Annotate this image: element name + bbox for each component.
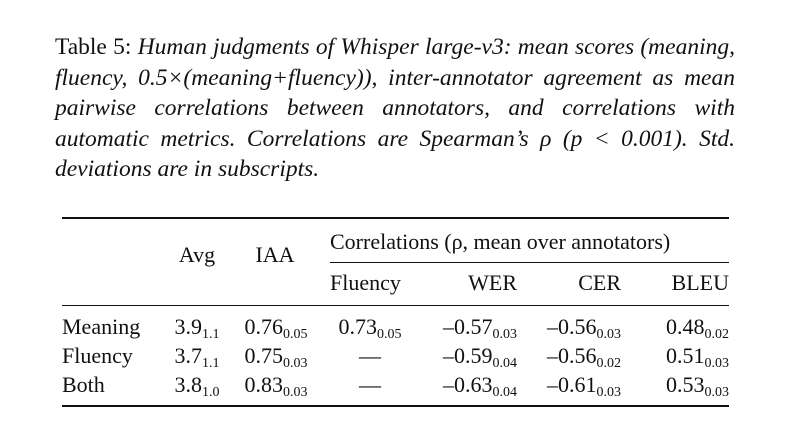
cell-value: –0.63	[443, 372, 493, 397]
row-label: Fluency	[62, 343, 133, 368]
cell-std-dev: 1.1	[202, 356, 220, 371]
cell-value: 0.75	[244, 343, 284, 368]
cell-std-dev: 0.03	[596, 327, 622, 342]
top-rule	[62, 217, 729, 219]
cell-iaa: 0.830.03	[236, 372, 316, 400]
cell-bleu: 0.510.03	[642, 343, 730, 371]
cell-value: —	[359, 372, 381, 397]
cell-cer: –0.610.03	[522, 372, 622, 400]
row-label: Both	[62, 372, 105, 397]
header-iaa: IAA	[255, 242, 295, 267]
table-caption: Table 5: Human judgments of Whisper larg…	[55, 32, 735, 185]
cell-std-dev: 0.05	[377, 327, 402, 342]
cell-value: 0.83	[244, 372, 284, 397]
cell-value: –0.57	[443, 314, 493, 339]
cell-wer: –0.590.04	[414, 343, 518, 371]
header-fluency: Fluency	[330, 270, 401, 295]
cell-iaa: 0.760.05	[236, 314, 316, 342]
header-avg: Avg	[178, 242, 216, 267]
header-bleu: BLEU	[671, 270, 729, 295]
caption-label: Table 5:	[55, 34, 132, 60]
cell-value: 0.51	[666, 343, 705, 368]
cell-cer: –0.560.02	[522, 343, 622, 371]
cell-std-dev: 0.04	[492, 385, 518, 400]
cell-bleu: 0.480.02	[642, 314, 730, 342]
bottom-rule	[62, 405, 729, 407]
cell-std-dev: 0.03	[283, 356, 308, 371]
cell-wer: –0.570.03	[414, 314, 518, 342]
cell-std-dev: 1.1	[202, 327, 220, 342]
cell-value: 0.48	[666, 314, 705, 339]
cell-iaa: 0.750.03	[236, 343, 316, 371]
header-cer: CER	[578, 270, 621, 295]
cell-value: —	[359, 343, 381, 368]
cell-value: 3.7	[174, 343, 203, 368]
cell-value: –0.56	[547, 314, 597, 339]
header-wer: WER	[468, 270, 517, 295]
group-rule	[330, 262, 729, 263]
results-table: Avg IAA Correlations (ρ, mean over annot…	[62, 0, 729, 434]
cell-std-dev: 0.03	[492, 327, 518, 342]
caption-text: Human judgments of Whisper large-v3: mea…	[55, 34, 735, 182]
cell-value: 0.76	[244, 314, 284, 339]
cell-fluency: —	[330, 343, 410, 369]
row-label: Meaning	[62, 314, 141, 339]
cell-value: 0.53	[666, 372, 705, 397]
cell-value: –0.59	[443, 343, 493, 368]
cell-fluency: 0.730.05	[330, 314, 410, 342]
cell-cer: –0.560.03	[522, 314, 622, 342]
cell-std-dev: 0.03	[283, 385, 308, 400]
cell-std-dev: 0.03	[704, 385, 730, 400]
cell-std-dev: 0.05	[283, 327, 308, 342]
header-correlations-group: Correlations (ρ, mean over annotators)	[330, 229, 671, 254]
cell-std-dev: 0.03	[596, 385, 622, 400]
cell-fluency: —	[330, 372, 410, 398]
cell-avg: 3.71.1	[168, 343, 226, 371]
cell-std-dev: 1.0	[202, 385, 220, 400]
cell-std-dev: 0.02	[596, 356, 622, 371]
cell-value: –0.56	[547, 343, 597, 368]
cell-std-dev: 0.03	[704, 356, 730, 371]
cell-std-dev: 0.02	[704, 327, 730, 342]
cell-value: 0.73	[338, 314, 378, 339]
cell-avg: 3.91.1	[168, 314, 226, 342]
cell-value: 3.8	[174, 372, 203, 397]
header-rule	[62, 305, 729, 306]
cell-wer: –0.630.04	[414, 372, 518, 400]
cell-std-dev: 0.04	[492, 356, 518, 371]
cell-value: –0.61	[547, 372, 597, 397]
cell-bleu: 0.530.03	[642, 372, 730, 400]
cell-value: 3.9	[174, 314, 203, 339]
cell-avg: 3.81.0	[168, 372, 226, 400]
